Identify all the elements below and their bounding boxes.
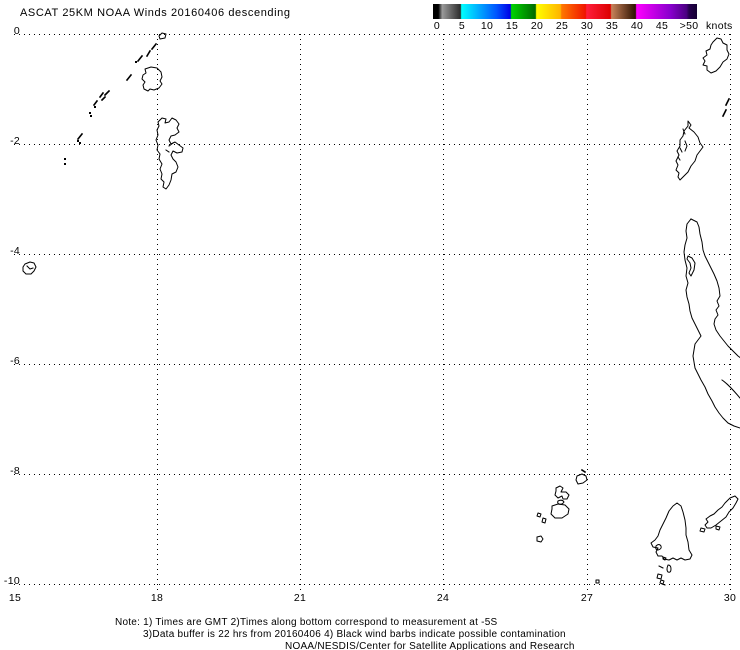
y-tick-m10: -10 bbox=[3, 575, 20, 587]
colorbar-tick-30: 30 bbox=[580, 20, 594, 32]
grid-horizontal-lines bbox=[14, 34, 734, 585]
x-tick-24: 24 bbox=[436, 592, 450, 604]
colorbar-tick-35: 35 bbox=[605, 20, 619, 32]
coastline-ne-dashes bbox=[721, 97, 731, 118]
y-tick-m2: -2 bbox=[10, 135, 20, 147]
coastline-mainland-west bbox=[683, 218, 740, 429]
coastlines bbox=[22, 32, 740, 586]
coastline-equator-islet bbox=[158, 32, 167, 40]
x-tick-21: 21 bbox=[293, 592, 307, 604]
coastline-sw-island-a bbox=[575, 473, 588, 485]
note-line-2: 3)Data buffer is 22 hrs from 20160406 4)… bbox=[143, 629, 566, 640]
coastline-se-big-island bbox=[650, 502, 693, 561]
coastline-diagonal-island-east bbox=[675, 120, 704, 181]
colorbar-tick-45: 45 bbox=[655, 20, 669, 32]
colorbar-tick-40: 40 bbox=[630, 20, 644, 32]
note-line-3: NOAA/NESDIS/Center for Satellite Applica… bbox=[285, 641, 575, 650]
coastline-se-islets bbox=[656, 564, 672, 586]
colorbar-tick-15: 15 bbox=[505, 20, 519, 32]
coastline-se-right-island bbox=[704, 495, 739, 529]
coastline-islet-west bbox=[22, 261, 37, 275]
coastline-round-island-nw bbox=[141, 66, 163, 92]
y-tick-0: 0 bbox=[13, 25, 20, 37]
grid-vertical-lines bbox=[157, 34, 731, 591]
x-tick-30: 30 bbox=[723, 592, 737, 604]
coastline-sw-island-c bbox=[550, 503, 570, 519]
coastline-sw-islets bbox=[536, 512, 600, 584]
colorbar-tick-50: >50 bbox=[679, 20, 699, 32]
coastline-sw-dash bbox=[580, 468, 587, 474]
colorbar-unit-label: knots bbox=[706, 20, 733, 32]
colorbar-tick-10: 10 bbox=[480, 20, 494, 32]
note-line-1: Note: 1) Times are GMT 2)Times along bot… bbox=[115, 617, 498, 628]
x-tick-15: 15 bbox=[8, 592, 22, 604]
coastline-se-right-islets bbox=[699, 525, 721, 533]
colorbar-tick-0: 0 bbox=[433, 20, 441, 32]
x-tick-27: 27 bbox=[580, 592, 594, 604]
coastline-large-island-west bbox=[155, 117, 184, 190]
colorbar-tick-5: 5 bbox=[458, 20, 466, 32]
y-tick-m4: -4 bbox=[10, 245, 20, 257]
x-tick-18: 18 bbox=[150, 592, 164, 604]
islet-dots bbox=[64, 61, 137, 165]
coastline-chain-dashes bbox=[76, 42, 158, 141]
coastline-round-island-ne bbox=[702, 37, 730, 74]
coastline-se-big-island-inner bbox=[655, 544, 667, 561]
coastline-sw-arc bbox=[557, 499, 565, 505]
coastline-diagonal-island-inner bbox=[677, 128, 688, 161]
coastline-mainland-east bbox=[690, 218, 740, 359]
coastline-bay-segment bbox=[721, 379, 740, 399]
colorbar-tick-20: 20 bbox=[530, 20, 544, 32]
colorbar-gradient bbox=[433, 4, 697, 19]
colorbar-tick-25: 25 bbox=[555, 20, 569, 32]
coastline-lagoon-sliver bbox=[686, 255, 696, 277]
plot-title: ASCAT 25KM NOAA Winds 20160406 descendin… bbox=[20, 7, 291, 19]
y-tick-m8: -8 bbox=[10, 465, 20, 477]
graticule-grid bbox=[14, 34, 734, 591]
coastline-sw-island-b bbox=[554, 485, 570, 500]
coastline-large-island-inner-marks bbox=[165, 142, 174, 153]
y-tick-m6: -6 bbox=[10, 355, 20, 367]
